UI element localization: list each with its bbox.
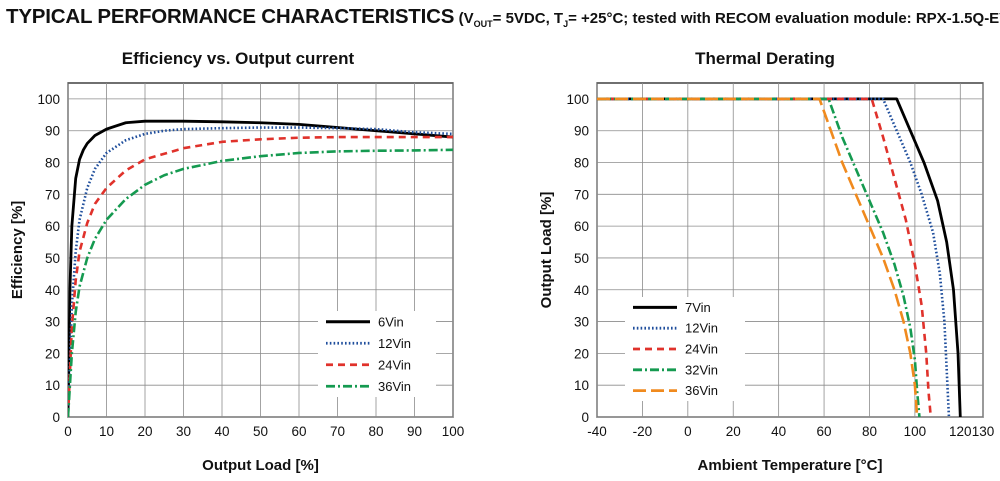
chart-2-y-tick-label: 50 — [574, 251, 589, 266]
cond-end: = +25°C; tested with RECOM evaluation mo… — [568, 10, 1000, 27]
chart-2-x-tick-label: 80 — [862, 424, 877, 439]
chart-1-legend: 6Vin 12Vin 24Vin 36Vin — [318, 311, 436, 397]
chart-1-y-tick-label: 90 — [45, 124, 60, 139]
chart-1-y-tick-label: 30 — [45, 315, 60, 330]
chart-1-y-tick-label: 50 — [45, 251, 60, 266]
cond-vout-sub: OUT — [473, 19, 493, 29]
chart-2-x-tick-label: 120 — [949, 424, 972, 439]
chart-2-legend-label-36vin: 36Vin — [685, 383, 718, 398]
chart-2-y-tick-label: 30 — [574, 315, 589, 330]
chart-1-title: Efficiency vs. Output current — [122, 49, 355, 68]
chart-1-legend-label-24vin: 24Vin — [378, 357, 411, 372]
chart-2-y-tick-label: 100 — [566, 92, 589, 107]
chart-1-series-12vin — [68, 126, 453, 417]
chart-1-y-tick-label: 40 — [45, 283, 60, 298]
cond-mid: = 5VDC, T — [492, 10, 564, 27]
chart-1-legend-label-12vin: 12Vin — [378, 336, 411, 351]
chart-2-series-7vin — [597, 97, 962, 417]
chart-2-x-tick-label: 0 — [684, 424, 692, 439]
chart-1-y-tick-label: 70 — [45, 187, 60, 202]
header-title: TYPICAL PERFORMANCE CHARACTERISTICS — [6, 5, 455, 28]
chart-2-legend-label-7vin: 7Vin — [685, 300, 711, 315]
chart-2-y-tick-label: 10 — [574, 378, 589, 393]
chart-2-legend-label-12vin: 12Vin — [685, 321, 718, 336]
chart-1-y-tick-label: 80 — [45, 156, 60, 171]
chart-1-x-tick-label: 80 — [368, 424, 383, 439]
chart-1-x-tick-label: 50 — [253, 424, 268, 439]
chart-1-x-tick-label: 100 — [442, 424, 465, 439]
chart-2-y-tick-label: 80 — [574, 156, 589, 171]
chart-2-series-32vin — [597, 97, 921, 417]
chart-1-x-tick-label: 70 — [330, 424, 345, 439]
chart-2-x-tick-label: 40 — [771, 424, 786, 439]
chart-2-y-tick-label: 60 — [574, 219, 589, 234]
chart-2-y-tick-label: 40 — [574, 283, 589, 298]
chart-2-legend: 7Vin 12Vin 24Vin 32Vin 36Vin — [625, 297, 745, 401]
chart-1-y-tick-label: 20 — [45, 346, 60, 361]
chart-1-y-axis-label: Efficiency [%] — [9, 201, 26, 299]
cond-open: (V — [458, 10, 474, 27]
chart-2-x-tick-label: 130 — [972, 424, 995, 439]
chart-2-x-axis-label: Ambient Temperature [°C] — [698, 457, 883, 474]
cond-tj-sub: J — [563, 19, 569, 29]
chart-2-series-36vin — [597, 97, 919, 417]
chart-1-y-tick-label: 0 — [52, 410, 60, 425]
chart-1-x-tick-label: 40 — [214, 424, 229, 439]
chart-1-series-6vin — [68, 119, 453, 417]
chart-2-y-tick-label: 70 — [574, 187, 589, 202]
chart-1-legend-label-36vin: 36Vin — [378, 379, 411, 394]
chart-1-x-tick-label: 10 — [99, 424, 114, 439]
chart-1-x-tick-label: 30 — [176, 424, 191, 439]
chart-1-series-24vin — [68, 135, 453, 417]
chart-2: -40 -20 0 20 40 60 80 100 120 130 0 10 20 30 40 50 60 70 8… — [538, 49, 994, 474]
chart-1-legend-label-6vin: 6Vin — [378, 314, 404, 329]
chart-1-x-tick-label: 60 — [291, 424, 306, 439]
chart-2-x-tick-label: -40 — [587, 424, 607, 439]
chart-2-legend-label-24vin: 24Vin — [685, 342, 718, 357]
chart-1-x-tick-label: 0 — [64, 424, 72, 439]
chart-2-y-tick-label: 20 — [574, 346, 589, 361]
chart-2-x-tick-label: 100 — [904, 424, 927, 439]
chart-1-x-tick-label: 90 — [407, 424, 422, 439]
chart-2-title: Thermal Derating — [695, 49, 835, 68]
chart-1-legend-box — [318, 311, 436, 397]
chart-2-y-tick-label: 90 — [574, 124, 589, 139]
chart-2-x-tick-label: 60 — [817, 424, 832, 439]
chart-1-x-axis-label: Output Load [%] — [202, 457, 319, 474]
chart-2-legend-label-32vin: 32Vin — [685, 362, 718, 377]
chart-1-y-tick-label: 60 — [45, 219, 60, 234]
chart-1-x-tick-label: 20 — [137, 424, 152, 439]
header: TYPICAL PERFORMANCE CHARACTERISTICS (VOU… — [6, 5, 1000, 29]
chart-1-y-tick-label: 10 — [45, 378, 60, 393]
chart-2-y-axis-label: Output Load [%] — [538, 192, 555, 309]
chart-2-series-24vin — [597, 97, 933, 417]
chart-1-y-tick-label: 100 — [37, 92, 60, 107]
header-conditions: (VOUT= 5VDC, TJ= +25°C; tested with RECO… — [458, 10, 1000, 29]
chart-1-series-36vin — [68, 148, 453, 417]
chart-2-x-tick-label: 20 — [726, 424, 741, 439]
chart-2-x-tick-label: -20 — [633, 424, 653, 439]
chart-1: 0 10 20 30 40 50 60 70 80 90 100 0 10 20 30 40 50 60 70 80 9… — [9, 49, 464, 474]
chart-2-y-tick-label: 0 — [581, 410, 589, 425]
